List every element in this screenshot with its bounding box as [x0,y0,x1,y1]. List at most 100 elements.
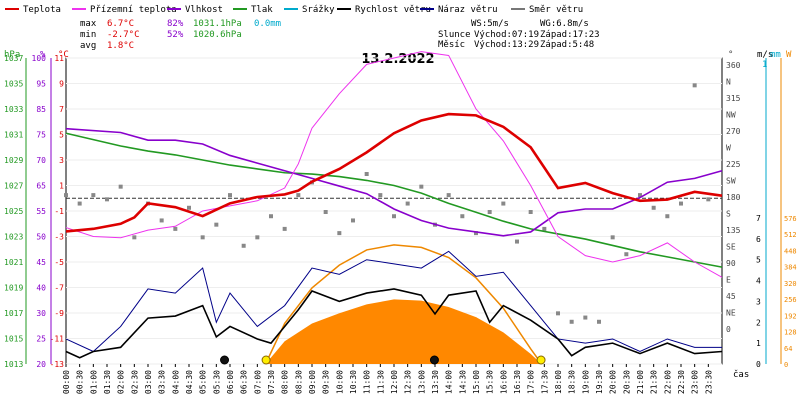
tick-label: 192 [784,312,797,320]
legend-label: Srážky [302,5,335,15]
stats-max-press: 1031.1hPa [193,19,242,29]
wind-direction-point [583,315,588,320]
stats-moon-rise: Východ:13:29 [474,40,539,50]
tick-label: 45 [726,292,736,301]
tick-label: 1031 [4,131,23,140]
series-line [65,51,723,278]
solar-max-curve [264,244,543,365]
series-line [65,127,723,237]
tick-label: -9 [54,309,64,318]
wind-direction-point [419,184,424,189]
wind-direction-point [241,243,246,248]
tick-label: 512 [784,231,797,239]
tick-label: 225 [726,160,741,169]
tick-label: S [726,210,731,219]
stats-moon-set: Západ:5:48 [540,40,594,50]
time-tick-label: 12:30 [404,370,413,394]
wind-direction-point [556,311,560,316]
stats-moon-label: Měsíc [438,40,465,50]
wind-direction-point [638,193,642,198]
axis-hpa-title: hPa [4,50,20,60]
tick-label: 448 [784,247,797,255]
time-tick-label: 00:30 [76,370,85,394]
time-tick-label: 23:00 [691,370,700,394]
time-tick-label: 02:00 [117,370,126,394]
tick-label: 5 [756,256,761,265]
time-tick-label: 02:30 [130,370,139,394]
tick-label: NW [726,111,736,120]
time-tick-label: 10:00 [335,370,344,394]
time-tick-label: 23:30 [704,370,713,394]
wind-direction-point [351,218,355,223]
tick-label: 315 [726,94,741,103]
time-tick-label: 18:00 [554,370,563,394]
axis-titles: hPa % °C ° m/s mm W 1 čas [4,50,792,380]
tick-label: 0 [784,361,788,369]
chart-title: 13.2.2022 [361,52,434,67]
tick-label: 9 [59,80,64,89]
tick-label: 1025 [4,207,23,216]
axis-ms-title: m/s [757,50,773,60]
stats-avg-temp: 1.8°C [107,41,134,51]
wind-direction-point [228,193,232,198]
plot-area [64,51,723,365]
time-tick-label: 12:00 [390,370,399,394]
wind-direction-point [679,201,683,206]
wind-direction-point [91,193,96,198]
sun-marker [261,355,271,365]
time-axis-title: čas [733,369,749,380]
stats-block: max 6.7°C 82% 1031.1hPa 0.0mm min -2.7°C… [80,19,600,51]
tick-label: NE [726,309,736,318]
time-tick-label: 13:30 [431,370,440,394]
time-tick-label: 15:30 [486,370,495,394]
wind-direction-point [187,205,191,210]
stats-max-rain: 0.0mm [254,19,281,29]
time-tick-label: 07:00 [253,370,262,394]
wind-direction-point [624,252,629,257]
tick-label: 64 [784,345,792,353]
tick-label: 1035 [4,80,23,89]
series-line [65,250,722,353]
tick-label: 30 [36,309,46,318]
tick-label: 70 [36,156,46,165]
tick-label: 75 [36,131,46,140]
tick-label: 7 [59,105,64,114]
time-tick-label: 11:00 [363,370,372,394]
time-tick-label: 00:00 [62,370,71,394]
tick-label: 1023 [4,233,23,242]
tick-label: 95 [36,80,46,89]
legend-label: Vlhkost [185,5,223,15]
series-line [65,132,723,268]
tick-label: 1019 [4,284,23,293]
series-line [65,288,723,359]
series-line [65,112,723,233]
time-tick-label: 13:00 [417,370,426,394]
time-tick-label: 05:00 [199,370,208,394]
wind-direction-point [665,214,670,219]
time-tick-label: 21:00 [636,370,645,394]
wind-direction-point [159,218,164,223]
time-tick-label: 18:30 [568,370,577,394]
time-tick-label: 06:30 [240,370,249,394]
time-tick-label: 03:00 [144,370,153,394]
wind-direction-point [651,205,656,210]
tick-label: 1037 [4,54,23,63]
tick-label: SW [726,177,736,186]
wind-direction-point [515,239,519,244]
stats-max-hum: 82% [167,19,184,29]
wind-direction-point [378,193,383,198]
wind-direction-point [405,201,410,206]
axis-degc-title: °C [58,50,69,60]
tick-label: 3 [59,156,64,165]
wind-direction-point [214,222,219,227]
legend-label: Teplota [23,5,61,15]
time-tick-label: 17:30 [540,370,549,394]
stats-min-label: min [80,30,96,40]
wind-direction-point [542,226,547,231]
wind-direction-point [474,231,478,236]
wind-direction-point [132,235,137,240]
time-tick-label: 20:00 [609,370,618,394]
time-tick-label: 16:00 [499,370,508,394]
